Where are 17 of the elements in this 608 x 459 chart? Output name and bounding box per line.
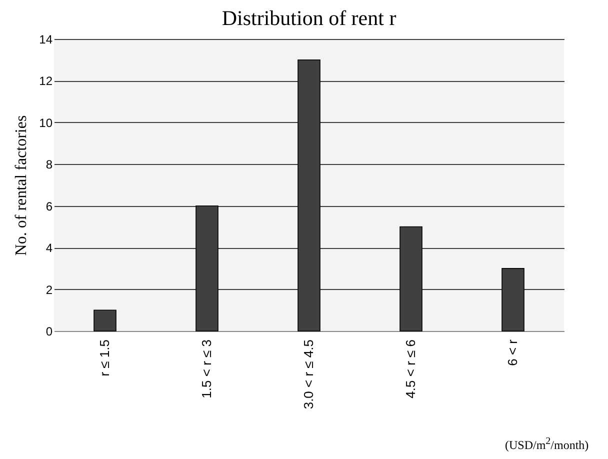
bar <box>94 310 116 332</box>
y-tick-label: 0 <box>46 324 53 338</box>
x-tick-label: 1.5 < r ≤ 3 <box>199 340 214 398</box>
chart-title: Distribution of rent r <box>222 6 396 30</box>
y-tick-label: 2 <box>46 282 53 297</box>
text: (USD/m$^{2}$/month) <box>505 436 589 453</box>
x-tick-label: 6 < r <box>505 338 520 366</box>
y-tick-label: 8 <box>46 158 53 172</box>
y-axis-title: No. of rental factories <box>13 115 30 256</box>
y-tick-label: 4 <box>46 241 53 256</box>
x-tick-label: 3.0 < r ≤ 4.5 <box>301 340 316 410</box>
y-tick-label: 14 <box>39 32 53 46</box>
y-tick-label: 10 <box>39 116 53 130</box>
x-tick-label: 4.5 < r ≤ 6 <box>403 340 418 398</box>
y-tick-label: 12 <box>39 74 53 88</box>
x-tick-label: r ≤ 1.5 <box>97 340 112 376</box>
y-tick-label: 6 <box>46 199 53 214</box>
